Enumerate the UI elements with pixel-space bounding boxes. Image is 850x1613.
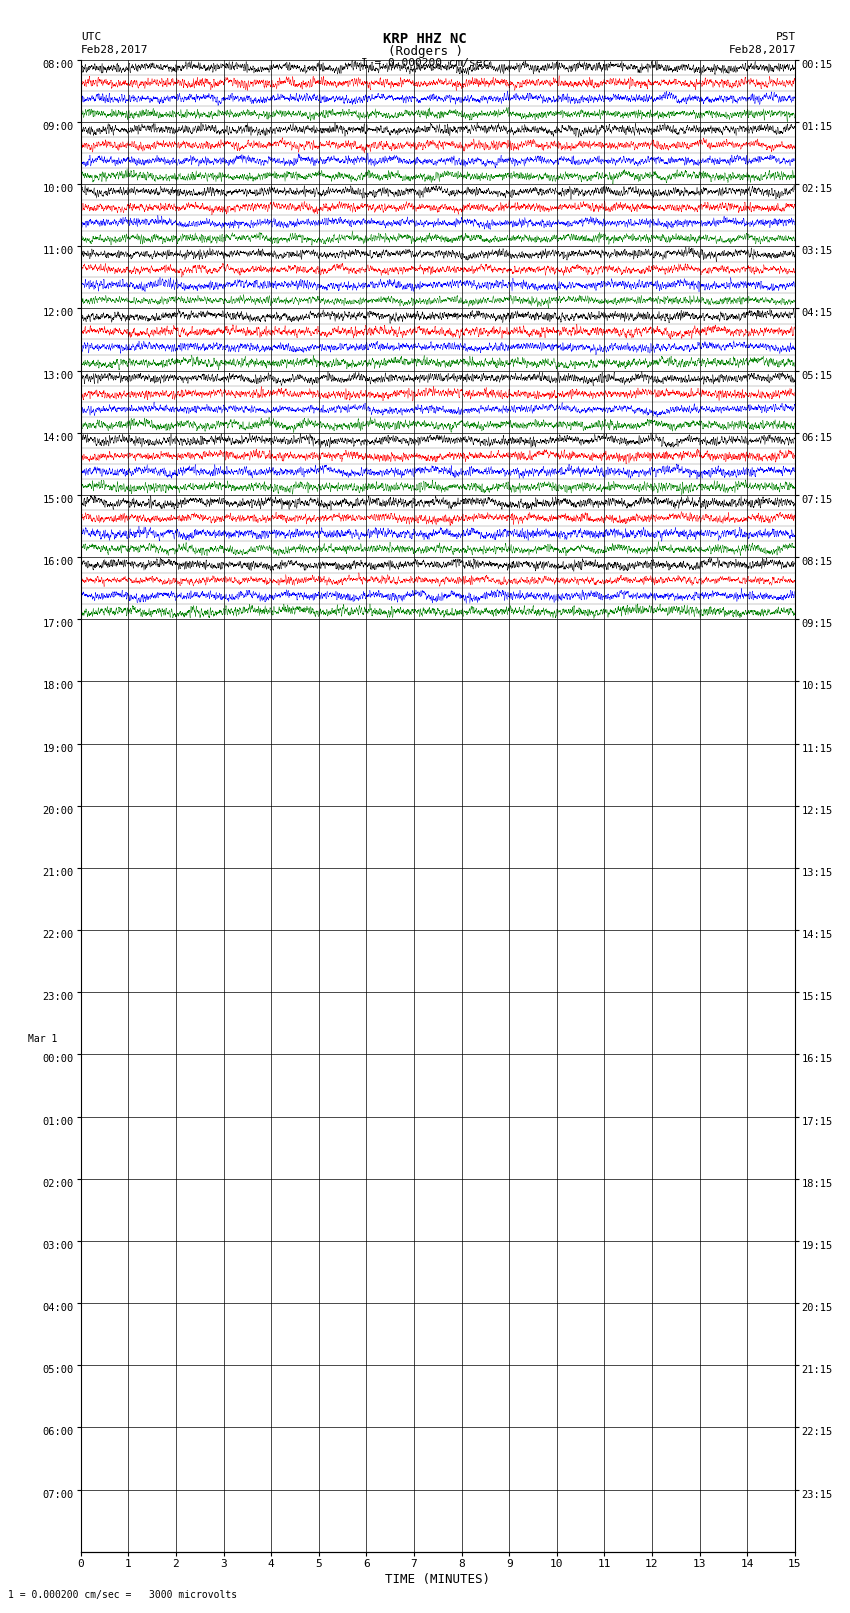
Text: Feb28,2017: Feb28,2017: [81, 45, 148, 55]
Text: KRP HHZ NC: KRP HHZ NC: [383, 32, 467, 47]
Text: UTC: UTC: [81, 32, 101, 42]
Text: PST: PST: [776, 32, 796, 42]
Text: I = 0.000200 cm/sec: I = 0.000200 cm/sec: [361, 58, 489, 68]
Text: (Rodgers ): (Rodgers ): [388, 45, 462, 58]
Text: Feb28,2017: Feb28,2017: [729, 45, 796, 55]
Text: Mar 1: Mar 1: [27, 1034, 57, 1044]
X-axis label: TIME (MINUTES): TIME (MINUTES): [385, 1573, 490, 1586]
Text: 1 = 0.000200 cm/sec =   3000 microvolts: 1 = 0.000200 cm/sec = 3000 microvolts: [8, 1590, 238, 1600]
